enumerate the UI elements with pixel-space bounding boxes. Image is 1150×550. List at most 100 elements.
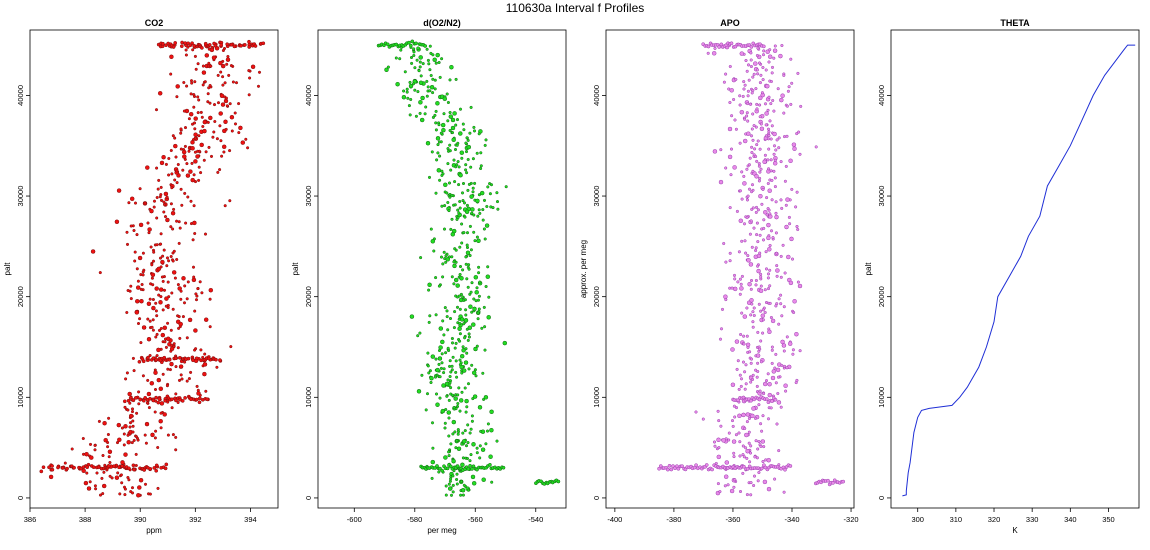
data-point — [153, 410, 157, 414]
data-point — [197, 400, 202, 405]
data-point — [742, 455, 746, 459]
data-point — [841, 479, 846, 484]
data-point — [754, 278, 758, 283]
data-point — [694, 463, 698, 468]
data-point — [93, 448, 97, 452]
data-point — [473, 239, 477, 243]
data-point — [761, 53, 766, 57]
data-point — [783, 364, 787, 368]
data-point — [744, 382, 748, 386]
data-point — [204, 150, 208, 154]
data-point — [757, 61, 762, 65]
data-point — [777, 146, 781, 150]
data-point — [741, 360, 746, 364]
data-point — [93, 484, 97, 488]
data-point — [173, 41, 178, 45]
data-point — [129, 284, 133, 288]
data-point — [769, 229, 774, 233]
data-point — [488, 182, 492, 186]
data-point — [465, 136, 469, 140]
x-tick-label: 330 — [1026, 515, 1039, 524]
data-point — [755, 107, 759, 111]
data-point — [136, 493, 141, 498]
data-point — [131, 356, 135, 360]
data-point — [457, 183, 461, 187]
data-point — [772, 109, 776, 113]
data-point — [231, 80, 235, 84]
data-point — [466, 488, 470, 492]
data-point — [463, 386, 467, 390]
x-tick-label: 320 — [988, 515, 1001, 524]
data-point — [84, 451, 89, 457]
data-point — [755, 353, 761, 358]
data-point — [127, 201, 131, 205]
data-point — [752, 483, 756, 488]
data-point — [141, 251, 145, 255]
data-point — [722, 241, 726, 246]
data-point — [170, 406, 174, 410]
data-point — [441, 127, 446, 133]
data-point — [126, 433, 130, 437]
data-point — [460, 241, 464, 245]
data-point — [184, 221, 188, 225]
data-point — [777, 322, 781, 326]
data-point — [409, 55, 414, 60]
data-point — [98, 271, 102, 275]
data-point — [399, 48, 403, 52]
data-point — [174, 398, 178, 403]
data-point — [746, 102, 750, 106]
data-point — [202, 128, 207, 134]
data-point — [467, 367, 471, 371]
data-point — [448, 78, 452, 82]
data-point — [152, 205, 156, 209]
data-point — [759, 444, 763, 448]
data-point — [751, 406, 756, 411]
data-point — [126, 408, 130, 412]
data-point — [470, 310, 474, 314]
data-point — [718, 179, 724, 185]
data-point — [194, 356, 199, 361]
data-point — [65, 466, 69, 471]
data-point — [179, 373, 183, 377]
data-point — [762, 218, 766, 222]
data-point — [477, 294, 481, 298]
data-point — [213, 119, 217, 124]
data-point — [457, 326, 462, 331]
data-point — [435, 136, 441, 141]
data-point — [464, 308, 468, 312]
data-point — [754, 205, 759, 209]
data-point — [743, 83, 747, 87]
data-point — [110, 476, 114, 480]
data-point — [767, 60, 771, 64]
data-point — [386, 65, 390, 69]
data-point — [81, 452, 86, 456]
data-point — [462, 128, 466, 132]
data-point — [764, 397, 769, 401]
data-point — [125, 310, 129, 315]
data-point — [141, 270, 145, 274]
data-point — [771, 236, 775, 240]
data-point — [476, 317, 480, 321]
data-point — [467, 325, 473, 330]
data-point — [738, 103, 742, 107]
data-point — [163, 398, 168, 403]
data-point — [225, 62, 229, 66]
data-point — [185, 173, 191, 178]
data-point — [457, 386, 461, 390]
data-point — [466, 441, 470, 445]
data-point — [761, 459, 765, 464]
data-point — [756, 479, 760, 483]
data-point — [449, 477, 453, 481]
data-point — [166, 433, 170, 437]
data-point — [743, 426, 747, 431]
data-point — [445, 466, 450, 471]
data-point — [770, 345, 774, 349]
y-tick-label: 20000 — [16, 286, 25, 307]
data-point — [766, 417, 771, 421]
data-point — [739, 282, 743, 286]
data-point — [455, 305, 460, 309]
data-point — [774, 352, 778, 356]
data-point — [749, 444, 753, 448]
data-point — [429, 51, 433, 55]
data-point — [772, 144, 777, 148]
